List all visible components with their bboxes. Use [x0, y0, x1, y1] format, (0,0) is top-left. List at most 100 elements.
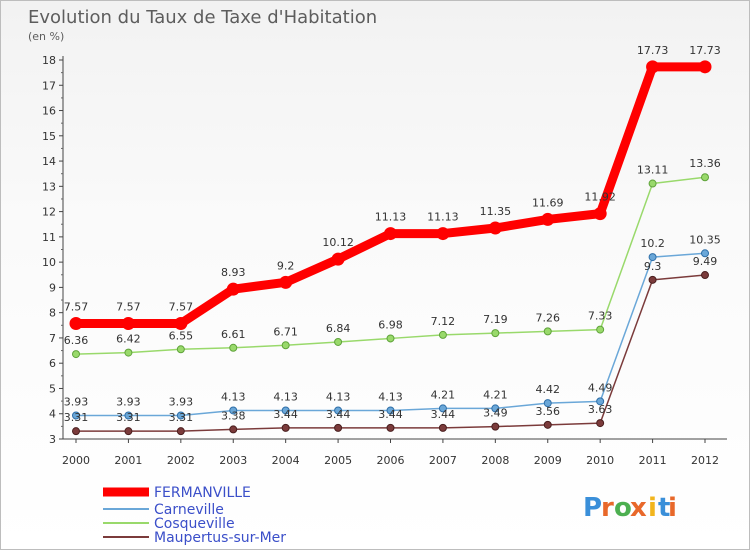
data-label: 6.61 [221, 328, 246, 341]
y-tick-label: 8 [49, 307, 56, 320]
data-point [281, 406, 290, 415]
x-tick-label: 2012 [691, 454, 719, 467]
data-label: 13.11 [637, 164, 669, 177]
data-label: 4.13 [378, 390, 403, 403]
data-point [438, 423, 447, 432]
data-label: 3.31 [169, 411, 194, 424]
data-point [646, 60, 660, 74]
data-point [174, 317, 188, 331]
data-point [334, 406, 343, 415]
data-point [124, 411, 133, 420]
data-point [334, 423, 343, 432]
data-point [491, 404, 500, 413]
data-labels-layer: 3.31 3.31 3.31 3.38 3.44 3.44 3.44 3.44 3.49 3.56… [64, 44, 721, 424]
data-label: 8.93 [221, 266, 246, 279]
y-tick-label: 17 [42, 79, 56, 92]
data-point [648, 275, 657, 284]
data-point [334, 337, 343, 346]
data-point [72, 350, 80, 359]
y-tick-label: 11 [42, 231, 56, 244]
data-point [386, 406, 395, 415]
data-label: 11.35 [480, 205, 512, 218]
x-tick-label: 2001 [114, 454, 142, 467]
y-tick-label: 16 [42, 105, 56, 118]
data-point [176, 345, 185, 354]
x-tick-label: 2004 [272, 454, 300, 467]
data-label: 6.84 [326, 322, 351, 335]
data-label: 11.69 [532, 196, 564, 209]
y-tick-label: 4 [49, 408, 56, 421]
data-point [701, 249, 709, 258]
data-point [121, 317, 135, 331]
data-label: 4.21 [483, 388, 508, 401]
data-point [596, 397, 605, 406]
axes: 3 4 5 6 7 8 9 10 11 12 13 14 15 16 17 18 2000 2001 2002 200… [42, 54, 727, 467]
data-label: 3.44 [431, 408, 456, 421]
data-label: 11.13 [375, 211, 407, 224]
data-point [543, 420, 552, 429]
data-label: 4.13 [221, 390, 246, 403]
data-label: 3.56 [536, 405, 561, 418]
data-point [698, 60, 712, 74]
y-tick-label: 13 [42, 180, 56, 193]
data-label: 4.13 [326, 390, 351, 403]
data-point [229, 343, 238, 352]
data-label: 9.2 [277, 259, 295, 272]
data-label: 7.57 [169, 301, 194, 314]
data-point [72, 427, 80, 436]
data-point [438, 330, 447, 339]
x-tick-label: 2008 [481, 454, 509, 467]
data-label: 3.49 [483, 407, 508, 420]
data-label: 4.13 [273, 390, 298, 403]
series-layer [69, 60, 712, 436]
x-tick-label: 2002 [167, 454, 195, 467]
legend: FERMANVILLECarnevilleCosquevilleMaupertu… [103, 485, 286, 546]
y-tick-label: 6 [49, 357, 56, 370]
data-point [438, 404, 447, 413]
data-point [436, 227, 450, 241]
data-label: 6.98 [378, 318, 403, 331]
x-tick-label: 2011 [639, 454, 667, 467]
data-label: 6.71 [273, 325, 298, 338]
data-point [176, 427, 185, 436]
data-label: 3.44 [273, 408, 298, 421]
data-point [701, 173, 709, 182]
logo-letter: x [630, 493, 647, 523]
data-point [226, 282, 240, 296]
data-label: 9.49 [693, 255, 718, 268]
data-point [229, 406, 238, 415]
data-label: 17.73 [689, 44, 721, 57]
data-label: 13.36 [689, 157, 721, 170]
data-point [281, 341, 290, 350]
data-label: 17.73 [637, 44, 669, 57]
data-point [541, 212, 555, 226]
data-point [648, 179, 657, 188]
chart-title: Evolution du Taux de Taxe d'Habitation [28, 7, 377, 28]
data-point [488, 221, 502, 235]
data-label: 4.42 [536, 383, 561, 396]
data-label: 10.35 [689, 233, 721, 246]
x-tick-label: 2000 [62, 454, 90, 467]
x-tick-label: 2010 [586, 454, 614, 467]
data-point [384, 227, 397, 241]
legend-label: Carneville [154, 502, 224, 518]
data-label: 3.93 [64, 396, 89, 409]
data-label: 7.57 [116, 301, 141, 314]
data-point [596, 419, 605, 428]
data-label: 7.33 [588, 310, 613, 323]
proxiti-logo: Pr ox i ti [583, 493, 677, 523]
data-label: 3.44 [378, 408, 403, 421]
data-label: 3.31 [64, 411, 89, 424]
y-tick-label: 7 [49, 332, 56, 345]
data-point [491, 422, 500, 431]
y-tick-label: 10 [42, 256, 56, 269]
data-label: 7.57 [64, 301, 89, 314]
logo-letter: P [583, 493, 602, 523]
y-tick-label: 15 [42, 130, 56, 143]
data-label: 4.21 [431, 388, 456, 401]
data-label: 3.38 [221, 409, 246, 422]
x-tick-label: 2009 [534, 454, 562, 467]
data-label: 11.13 [427, 211, 459, 224]
data-label: 3.93 [169, 396, 194, 409]
